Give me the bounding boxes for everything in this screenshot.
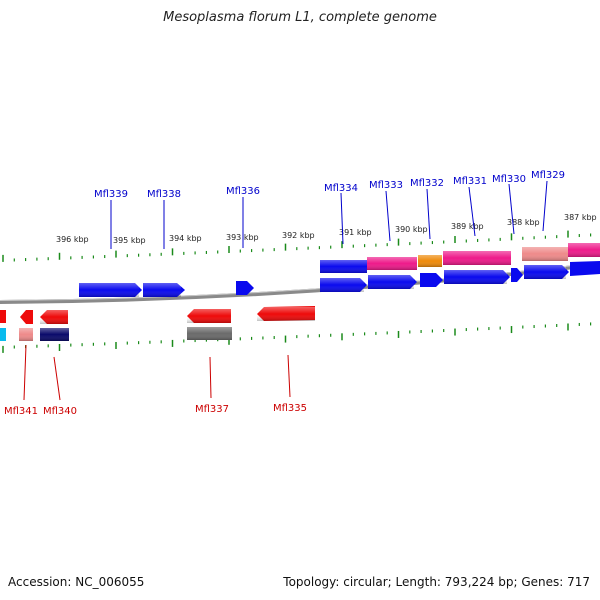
gene-arrow-mfl330[interactable] xyxy=(511,268,523,282)
kbp-label-394: 394 kbp xyxy=(169,234,202,243)
gene-label-mfl331[interactable]: Mfl331 xyxy=(453,176,487,187)
kbp-label-387: 387 kbp xyxy=(564,213,597,222)
kbp-label-390: 390 kbp xyxy=(395,225,428,234)
gene-arrow-edge-left[interactable] xyxy=(0,310,6,323)
kbp-label-395: 395 kbp xyxy=(113,236,146,245)
gene-arrow-next[interactable] xyxy=(570,261,600,276)
gene-label-mfl338[interactable]: Mfl338 xyxy=(147,189,181,200)
tick-ring-top xyxy=(2,230,592,262)
genome-summary-text: Topology: circular; Length: 793,224 bp; … xyxy=(283,575,590,589)
forward-gene-labels: Mfl339 Mfl338 Mfl336 Mfl334 Mfl333 Mfl33… xyxy=(94,170,565,249)
gene-block-cyan[interactable] xyxy=(0,328,6,341)
gene-label-mfl339[interactable]: Mfl339 xyxy=(94,189,128,200)
forward-arrow-row xyxy=(79,261,600,297)
map-title: Mesoplasma florum L1, complete genome xyxy=(163,10,437,25)
gene-label-mfl337[interactable]: Mfl337 xyxy=(195,404,229,415)
gene-label-mfl329[interactable]: Mfl329 xyxy=(531,170,565,181)
gene-arrow-mfl332[interactable] xyxy=(420,273,443,287)
kbp-label-392: 392 kbp xyxy=(282,231,315,240)
reverse-arrow-row xyxy=(0,306,315,324)
reverse-inner-row xyxy=(0,327,232,341)
kbp-label-389: 389 kbp xyxy=(451,222,484,231)
kbp-label-388: 388 kbp xyxy=(507,218,540,227)
kbp-label-391: 391 kbp xyxy=(339,228,372,237)
gene-label-mfl336[interactable]: Mfl336 xyxy=(226,186,260,197)
reverse-gene-labels: Mfl341 Mfl340 Mfl337 Mfl335 xyxy=(4,344,307,417)
kbp-label-396: 396 kbp xyxy=(56,235,89,244)
gene-label-mfl335[interactable]: Mfl335 xyxy=(273,403,307,414)
gene-arrow-small[interactable] xyxy=(20,310,33,324)
gene-label-mfl334[interactable]: Mfl334 xyxy=(324,183,358,194)
gene-label-mfl340[interactable]: Mfl340 xyxy=(43,406,77,417)
gene-label-mfl333[interactable]: Mfl333 xyxy=(369,180,403,191)
gene-label-mfl330[interactable]: Mfl330 xyxy=(492,174,526,185)
gene-label-mfl332[interactable]: Mfl332 xyxy=(410,178,444,189)
accession-text: Accession: NC_006055 xyxy=(8,575,145,589)
kbp-label-393: 393 kbp xyxy=(226,233,259,242)
forward-outer-row xyxy=(320,243,600,273)
tick-ring-bottom xyxy=(2,322,592,353)
gene-label-mfl341[interactable]: Mfl341 xyxy=(4,406,38,417)
gene-arrow-mfl336[interactable] xyxy=(236,281,254,295)
